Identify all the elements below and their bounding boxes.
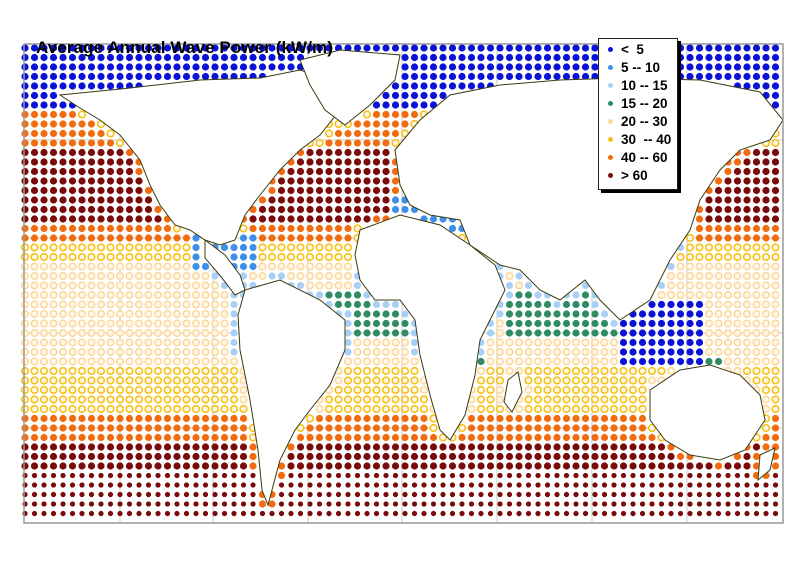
legend-label: 20 -- 30 bbox=[621, 114, 668, 129]
legend-item-lt5: < 5 bbox=[599, 41, 677, 59]
legend-dot-icon bbox=[608, 137, 613, 142]
legend-dot-icon bbox=[608, 83, 613, 88]
legend-label: > 60 bbox=[621, 168, 648, 183]
legend-dot-icon bbox=[608, 155, 613, 160]
legend-item-gt60: > 60 bbox=[599, 167, 677, 185]
legend-label: 30 -- 40 bbox=[621, 132, 672, 147]
legend-dot-icon bbox=[608, 173, 613, 178]
legend-dot-icon bbox=[608, 119, 613, 124]
legend-dot-icon bbox=[608, 101, 613, 106]
legend-label: 5 -- 10 bbox=[621, 60, 661, 75]
legend-label: < 5 bbox=[621, 42, 644, 57]
legend-item-15-20: 15 -- 20 bbox=[599, 95, 677, 113]
legend-item-20-30: 20 -- 30 bbox=[599, 113, 677, 131]
legend: < 5 5 -- 10 10 -- 15 15 -- 20 20 -- 30 3… bbox=[598, 38, 678, 190]
legend-label: 40 -- 60 bbox=[621, 150, 668, 165]
legend-item-30-40: 30 -- 40 bbox=[599, 131, 677, 149]
legend-dot-icon bbox=[608, 65, 613, 70]
legend-label: 15 -- 20 bbox=[621, 96, 668, 111]
legend-label: 10 -- 15 bbox=[621, 78, 668, 93]
legend-item-40-60: 40 -- 60 bbox=[599, 149, 677, 167]
legend-item-10-15: 10 -- 15 bbox=[599, 77, 677, 95]
legend-dot-icon bbox=[608, 47, 613, 52]
chart-title: Average Annual Wave Power (kW/m) bbox=[36, 38, 333, 57]
legend-item-5-10: 5 -- 10 bbox=[599, 59, 677, 77]
